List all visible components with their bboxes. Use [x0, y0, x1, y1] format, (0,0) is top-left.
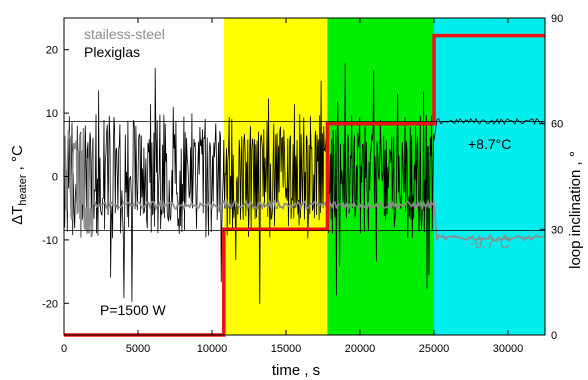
annotation-plexiglas-final: +8.7°C — [468, 136, 511, 152]
y-left-tick-label-2: 0 — [52, 172, 58, 184]
reference-lines — [64, 120, 545, 231]
svg-text:ΔTheater , °C: ΔTheater , °C — [9, 145, 29, 225]
y-left-tick-label-3: 10 — [46, 108, 58, 120]
y-left-axis-label: ΔTheater , °C — [9, 145, 29, 225]
y-left-tick-label-0: -20 — [42, 298, 58, 310]
y-right-tick-label-3: 90 — [551, 13, 563, 25]
x-tick-label-1: 5000 — [126, 343, 150, 355]
band-2 — [434, 18, 545, 335]
annotation-power: P=1500 W — [100, 302, 167, 318]
x-tick-label-5: 25000 — [419, 343, 450, 355]
y-left-label-rest: , °C — [9, 145, 26, 175]
x-tick-label-3: 15000 — [271, 343, 302, 355]
y-left-label-main: ΔT — [9, 206, 26, 225]
x-tick-label-4: 20000 — [345, 343, 376, 355]
series-stainless-steel — [63, 127, 544, 242]
y-right-tick-label-1: 30 — [551, 224, 563, 236]
series-layer — [63, 33, 545, 337]
y-right-axis-label: loop inclination , ° — [567, 151, 584, 269]
y-left-label-sub: heater — [17, 174, 29, 206]
legend-steel: stailess-steel — [84, 26, 165, 42]
x-tick-label-2: 10000 — [197, 343, 228, 355]
y-right-tick-label-2: 60 — [551, 119, 563, 131]
series-inclination — [64, 33, 545, 337]
y-left-tick-label-4: 20 — [46, 45, 58, 57]
annotation-steel-final: -9.7°C — [470, 235, 510, 251]
y-right-tick-label-0: 0 — [551, 330, 557, 342]
y-left-tick-label-1: -10 — [42, 235, 58, 247]
legend-plexiglas: Plexiglas — [84, 44, 140, 60]
x-axis-label: time , s — [272, 362, 320, 379]
axis-ticks: 0 5000 10000 15000 20000 25000 30000 -20 -10 0 10 2… — [42, 13, 563, 355]
x-tick-label-0: 0 — [61, 343, 67, 355]
svg-text:loop inclination , °: loop inclination , ° — [567, 151, 584, 269]
x-tick-label-6: 30000 — [493, 343, 524, 355]
